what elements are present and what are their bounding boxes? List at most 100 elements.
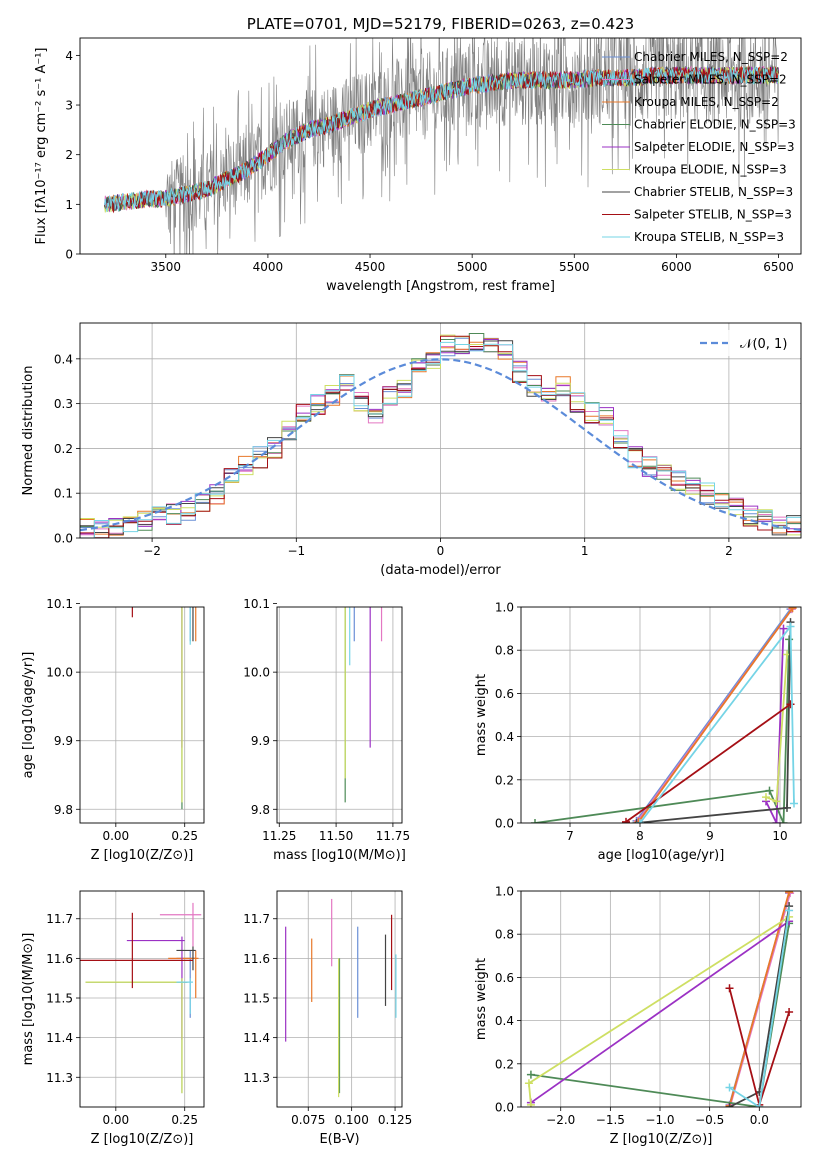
mass-weight-series-line [530,920,790,1104]
y-tick-label: 10.0 [46,666,73,680]
plus-marker [786,891,795,898]
y-tick-label: 9.9 [54,734,73,748]
error-bar-point [353,607,355,642]
x-tick-label: 4000 [253,260,284,274]
y-tick-label: 0.3 [54,397,73,411]
mass-weight-series-line [635,608,792,822]
plus-marker [779,624,788,633]
x-tick-label: 4500 [355,260,386,274]
x-tick-label: −1.5 [596,1113,625,1127]
plus-marker [524,1079,533,1088]
y-tick-label: 0.4 [495,730,514,744]
plot-area [521,891,801,1107]
plus-marker [526,1100,535,1107]
y-tick-label: 1.0 [495,601,514,615]
axes-frame [79,322,802,539]
y-tick-label: 1 [65,198,73,212]
x-tick-label: 0.00 [102,1113,129,1127]
y-tick-label: 9.9 [251,734,270,748]
x-axis-label: age [log10(age/yr)] [598,848,725,863]
y-axis-label: mass [log10(M/M⊙)] [21,933,36,1066]
plus-marker [531,819,539,823]
x-axis-label: wavelength [Angstrom, rest frame] [326,279,555,294]
y-tick-label: 0.1 [54,487,73,501]
axes-frame [276,606,403,824]
y-tick-label: 11.4 [243,1031,270,1045]
x-tick-label: 11.50 [319,829,353,843]
plus-marker [762,793,770,802]
x-tick-label: 0 [437,544,445,558]
residual-histogram-krou_stelib [80,341,801,538]
plot-area [277,607,402,823]
y-axis-label: Flux [fλ10⁻¹⁷ erg cm⁻² s⁻¹ A⁻¹] [34,48,49,245]
plot-area [521,607,801,823]
chart-mass-vs-EBV: 0.075 0.100 0.125 11.3 11.4 11.5 11.6 11.7 E(B-V… [243,890,412,1147]
error-bar-point [344,607,346,779]
y-tick-label: 10.0 [243,666,270,680]
plot-area [80,891,204,1107]
axes-frame [79,890,205,1108]
plus-marker [783,803,791,812]
y-tick-label: 0.6 [495,687,514,701]
error-bar-point [131,607,133,618]
y-tick-label: 11.7 [243,912,270,926]
plus-marker [636,819,644,823]
y-tick-label: 11.4 [46,1031,73,1045]
x-tick-label: 5500 [559,260,590,274]
error-bar-point [181,607,183,803]
legend-label: 𝒩(0, 1) [740,337,787,352]
x-tick-label: −1 [287,544,305,558]
y-tick-label: 0 [65,248,73,262]
mass-weight-series-line [637,607,794,823]
plus-marker [785,906,794,915]
axes-frame [520,890,802,1108]
legend-label: Salpeter MILES, N_SSP=2 [634,73,787,87]
x-tick-label: −0.5 [695,1113,724,1127]
y-tick-label: 9.8 [54,803,73,817]
plus-marker [786,700,795,709]
plus-marker [765,786,774,795]
plus-marker [755,1103,764,1107]
axes-frame [79,606,205,824]
y-tick-label: 4 [65,49,73,63]
mass-weight-series-line [729,910,790,1107]
x-tick-label: 3500 [151,260,182,274]
x-tick-label: 6500 [763,260,794,274]
error-bar-point [192,607,194,642]
x-tick-label: 0.100 [334,1113,368,1127]
plus-marker [788,607,797,613]
y-tick-label: 0.8 [495,644,514,658]
y-tick-label: 0.6 [495,971,514,985]
x-tick-label: 0.25 [171,829,198,843]
x-axis-label: Z [log10(Z/Z⊙)] [91,1132,194,1147]
normal-curve-line [80,358,801,532]
legend-label: Chabrier ELODIE, N_SSP=3 [634,118,796,132]
chart-age-vs-mass: 11.25 11.50 11.75 9.8 9.9 10.0 10.1 mass [log10… [243,597,410,863]
x-axis-label: mass [log10(M/M⊙)] [273,848,406,863]
axes-frame [276,890,403,1108]
y-tick-label: 11.7 [46,912,73,926]
plus-marker [725,984,734,993]
x-axis-label: (data-model)/error [380,563,501,578]
x-tick-label: 1 [581,544,589,558]
y-axis-label: age [log10(age/yr)] [21,652,36,779]
plot-area [277,891,402,1107]
error-bar-point [80,912,193,989]
axes-frame [520,606,802,824]
plus-marker [779,819,788,823]
y-tick-label: 11.3 [243,1071,270,1085]
x-tick-label: 0.25 [171,1113,198,1127]
error-bar-point [369,607,371,748]
y-tick-label: 11.6 [46,952,73,966]
y-axis-label: mass weight [474,958,489,1040]
x-tick-label: 8 [636,829,644,843]
y-axis-label: Normed distribution [21,366,36,496]
error-bar-point [176,946,196,971]
plus-marker [632,819,641,823]
y-tick-label: 0.0 [54,532,73,546]
y-axis-label: mass weight [474,674,489,756]
x-axis-label: E(B-V) [319,1132,359,1147]
y-tick-label: 0.0 [495,817,514,831]
mass-weight-series-line [625,703,792,823]
plus-marker [725,1103,734,1107]
